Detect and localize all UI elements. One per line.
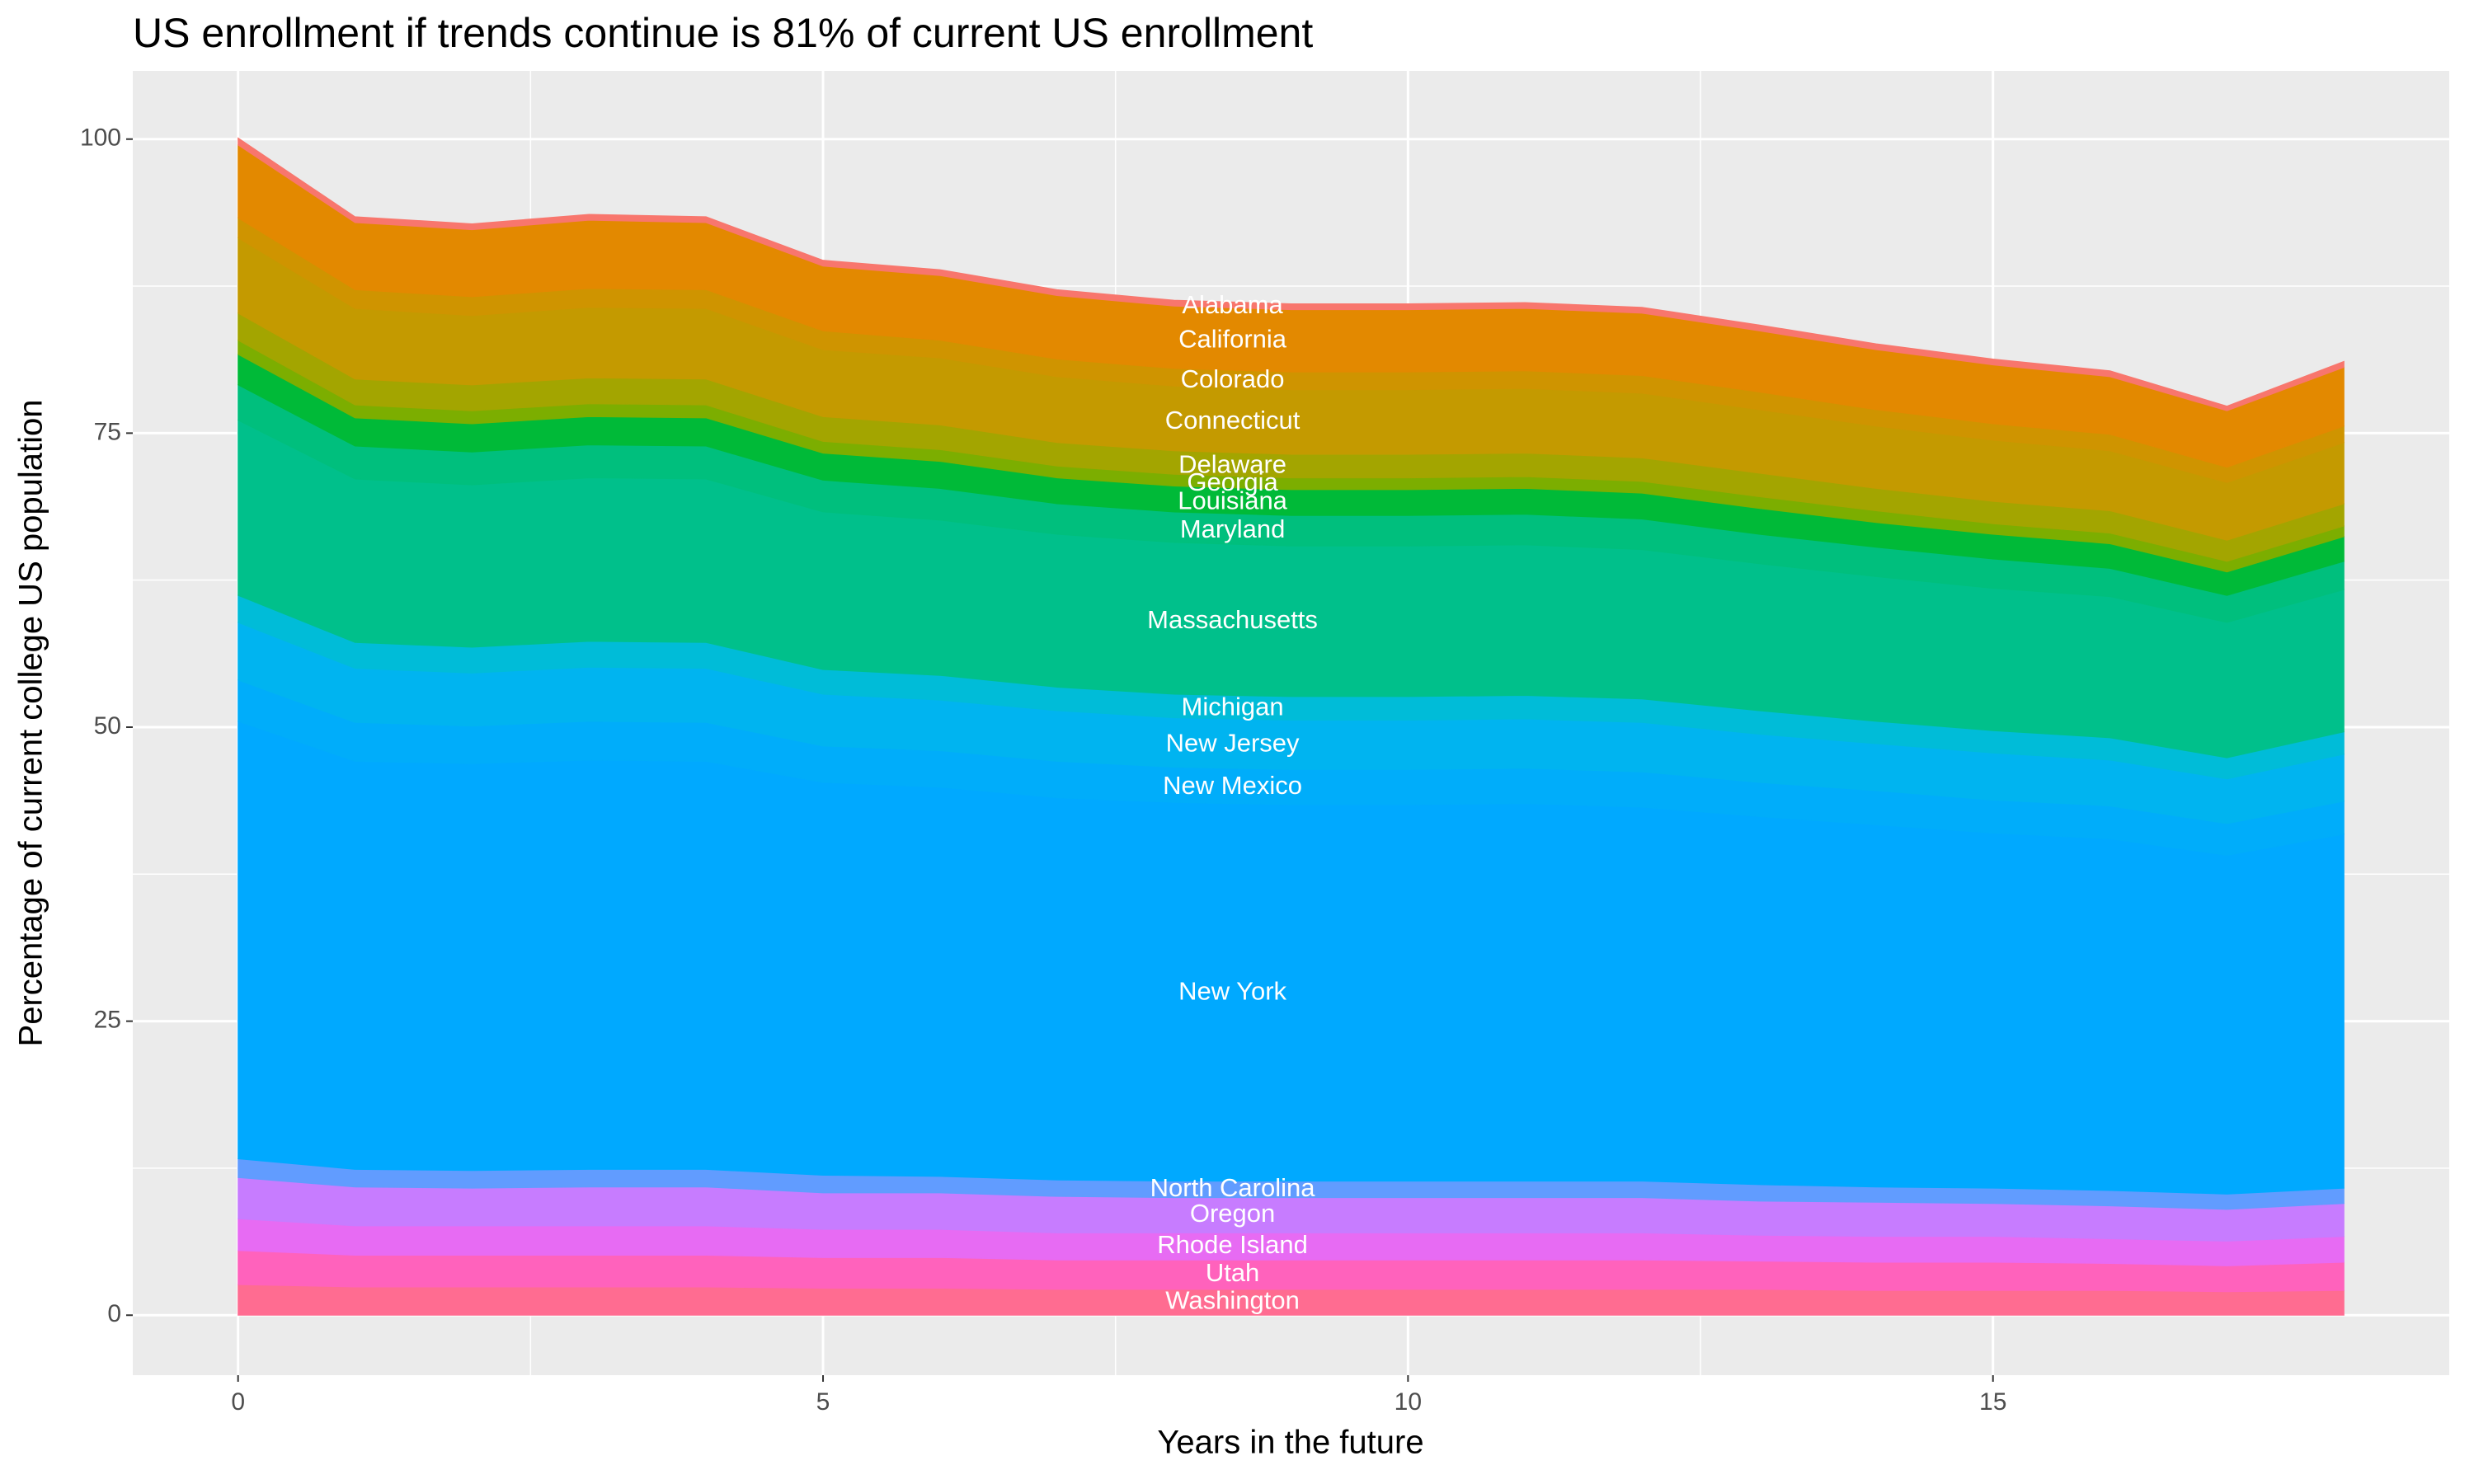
areas [238, 137, 2345, 1316]
x-tick-label: 0 [231, 1388, 245, 1416]
area-label: Connecticut [1165, 406, 1300, 434]
area-label: Louisiana [1178, 486, 1287, 515]
area-label: Oregon [1190, 1199, 1275, 1228]
area-label: Maryland [1180, 514, 1286, 543]
area-label: Rhode Island [1157, 1230, 1308, 1259]
area-label: Massachusetts [1147, 605, 1318, 634]
area-label: New Jersey [1166, 729, 1300, 758]
y-tick-label: 0 [107, 1300, 121, 1327]
y-tick-label: 25 [94, 1007, 121, 1034]
y-tick-label: 100 [80, 124, 121, 152]
x-tick-label: 10 [1395, 1388, 1422, 1416]
y-tick-label: 50 [94, 712, 121, 740]
chart-title: US enrollment if trends continue is 81% … [133, 10, 1313, 56]
x-tick-label: 15 [1979, 1388, 2006, 1416]
x-tick-label: 5 [816, 1388, 830, 1416]
area-label: Alabama [1182, 290, 1283, 319]
area-label: Delaware [1178, 449, 1286, 478]
area-label: New York [1178, 977, 1286, 1006]
y-tick-label: 75 [94, 418, 121, 445]
area-label: Georgia [1187, 467, 1278, 496]
area-label: Utah [1206, 1258, 1259, 1287]
area-label: New Mexico [1163, 771, 1302, 800]
area-label: Michigan [1182, 692, 1284, 721]
area-label: Colorado [1181, 364, 1285, 393]
axes: 0 25 50 75 100 0 5 10 15 [80, 124, 2006, 1416]
x-axis-label: Years in the future [1157, 1425, 1423, 1461]
area-label: Washington [1165, 1286, 1300, 1315]
area-label: California [1178, 325, 1287, 354]
area-label: North Carolina [1150, 1173, 1316, 1202]
area [238, 137, 2345, 411]
y-axis-label: Percentage of current college US populat… [13, 400, 49, 1047]
